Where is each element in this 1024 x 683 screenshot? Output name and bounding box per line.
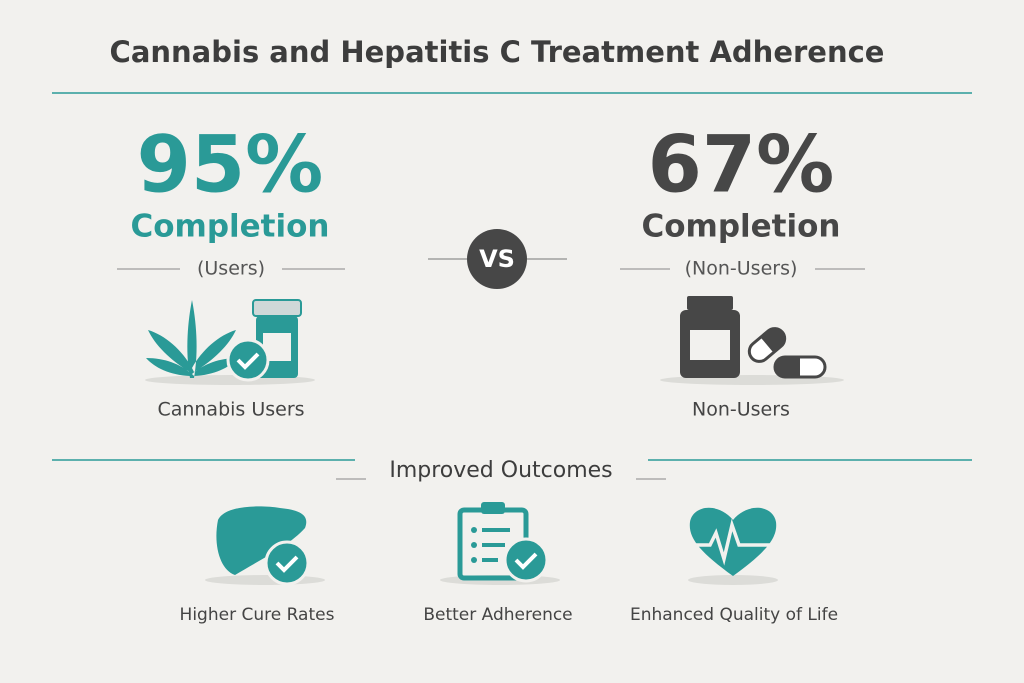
cannabis-icon <box>145 299 315 385</box>
liver-icon <box>205 506 325 586</box>
title: Cannabis and Hepatitis C Treatment Adher… <box>110 35 885 69</box>
outcome-label: Better Adherence <box>423 605 572 625</box>
right-caption: Non-Users <box>692 399 790 421</box>
outcome-label: Higher Cure Rates <box>180 605 335 625</box>
right-group: (Non-Users) <box>685 258 798 280</box>
vs-text: VS <box>479 245 515 273</box>
vs-badge <box>467 229 527 289</box>
section-title: Improved Outcomes <box>389 458 612 483</box>
outcome-label: Enhanced Quality of Life <box>630 605 838 625</box>
right-label: Completion <box>641 209 840 245</box>
clipboard-icon <box>440 502 560 585</box>
heart-icon <box>688 507 789 585</box>
left-group: (Users) <box>197 258 265 280</box>
right-stat: 67% <box>648 120 835 210</box>
left-stat: 95% <box>137 120 324 210</box>
pills-icon <box>660 296 844 385</box>
left-label: Completion <box>130 209 329 245</box>
left-caption: Cannabis Users <box>157 399 304 421</box>
